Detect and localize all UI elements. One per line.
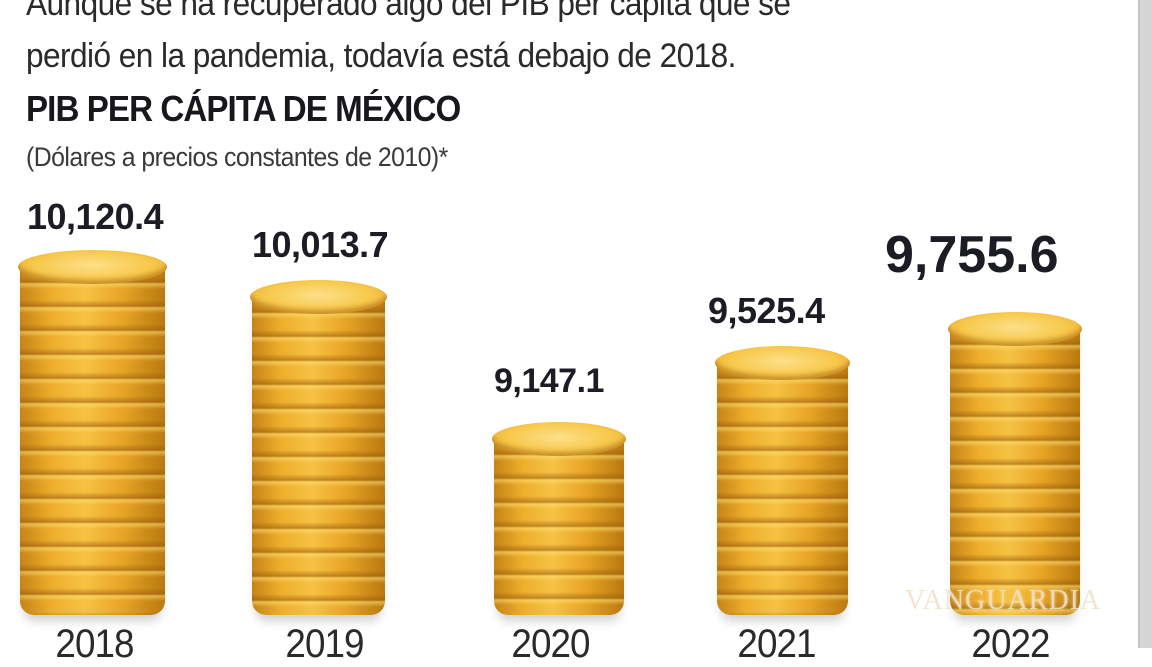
chart-intro-text: Aunque se ha recuperado algo del PIB per… (26, 0, 791, 82)
intro-line-1: Aunque se ha recuperado algo del PIB per… (26, 0, 791, 23)
year-label-2019: 2019 (285, 622, 364, 666)
year-label-2022: 2022 (971, 622, 1050, 666)
year-label-2018: 2018 (55, 622, 134, 666)
year-label-2020: 2020 (511, 622, 590, 666)
intro-line-2: perdió en la pandemia, todavía está deba… (26, 37, 736, 75)
watermark: VANGUARDIA (905, 585, 1102, 616)
coin-stack-2019 (250, 280, 387, 615)
value-label-2020: 9,147.1 (494, 362, 604, 400)
value-label-2019: 10,013.7 (252, 224, 389, 265)
value-label-2021: 9,525.4 (708, 290, 825, 331)
chart-subtitle: (Dólares a precios constantes de 2010)* (26, 142, 448, 172)
coin-stack-2020 (492, 422, 626, 615)
coin-stack-2022 (948, 312, 1082, 615)
year-label-2021: 2021 (737, 622, 816, 666)
vertical-scrollbar[interactable] (1138, 0, 1152, 648)
coin-stack-2018 (18, 250, 167, 615)
chart-title: PIB PER CÁPITA DE MÉXICO (26, 88, 461, 129)
value-label-2022: 9,755.6 (885, 226, 1059, 284)
value-label-2018: 10,120.4 (27, 196, 164, 237)
coin-stack-2021 (715, 346, 850, 615)
